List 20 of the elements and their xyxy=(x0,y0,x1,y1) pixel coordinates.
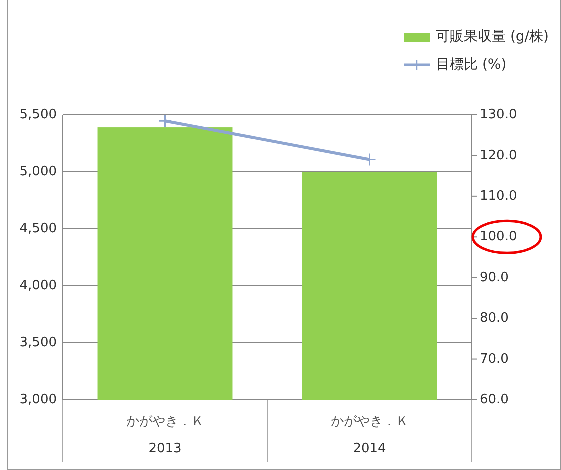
y2-tick-label: 110.0 xyxy=(480,188,518,204)
text: 2014 xyxy=(353,442,386,457)
y2-tick-label: 100.0 xyxy=(480,230,518,245)
y2-tick-label: 130.0 xyxy=(480,108,518,123)
legend-label: 可販果収量 (g/株) xyxy=(436,28,549,45)
y-tick-label: 5,000 xyxy=(20,164,57,180)
y-tick-label: 5,500 xyxy=(20,108,57,123)
legend-label: 目標比 (%) xyxy=(436,56,507,73)
y-tick-label: 4,500 xyxy=(20,222,57,237)
y-tick-label: 3,500 xyxy=(20,336,57,351)
y2-tick-label: 80.0 xyxy=(480,311,509,326)
y2-tick-label: 90.0 xyxy=(480,270,509,286)
y-tick-label: 3,000 xyxy=(20,392,57,408)
x-tick-label: かがやき．Ｋ xyxy=(330,414,409,430)
y2-tick-label: 60.0 xyxy=(480,392,509,408)
y2-tick-label: 70.0 xyxy=(480,352,509,367)
y2-tick-label: 120.0 xyxy=(480,148,518,164)
x-tick-label: かがやき．Ｋ xyxy=(126,414,204,430)
y-tick-label: 4,000 xyxy=(20,278,57,294)
text: 2013 xyxy=(148,442,182,457)
